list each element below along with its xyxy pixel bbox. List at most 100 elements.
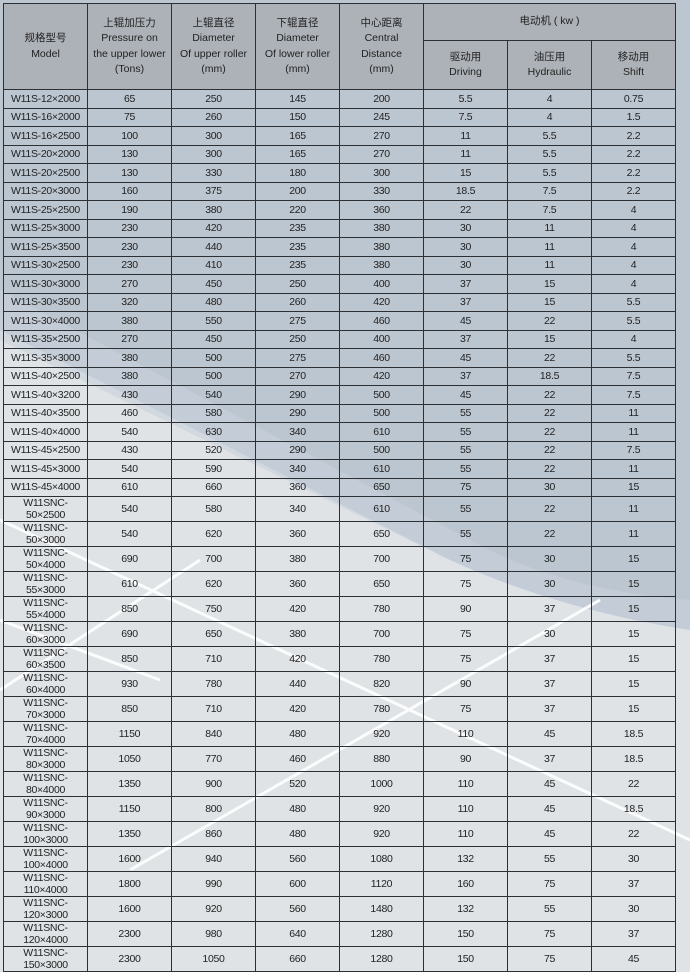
cell-model: W11SNC-60×3500 (3, 646, 88, 672)
table-row: W11SNC-100×4000 1600 940 560 1080 132 55 30 (3, 846, 676, 872)
cell-lower-diameter: 290 (255, 385, 340, 405)
cell-model: W11SNC-90×3000 (3, 796, 88, 822)
cell-driving: 110 (423, 796, 508, 822)
cell-shift: 2.2 (591, 144, 676, 164)
cell-driving: 7.5 (423, 107, 508, 127)
cell-upper-diameter: 500 (171, 348, 256, 368)
cell-pressure: 850 (87, 696, 172, 722)
cell-driving: 150 (423, 946, 508, 972)
cell-model: W11S-25×2500 (3, 200, 88, 220)
label-en: Diameter (276, 32, 319, 44)
cell-pressure: 1600 (87, 846, 172, 872)
cell-shift: 37 (591, 921, 676, 947)
col-header-model: 规格型号 Model (3, 3, 88, 90)
cell-lower-diameter: 360 (255, 571, 340, 597)
cell-model: W11SNC-50×2500 (3, 496, 88, 522)
cell-lower-diameter: 250 (255, 274, 340, 294)
table-row: W11S-45×2500 430 520 290 500 55 22 7.5 (3, 440, 676, 460)
cell-pressure: 230 (87, 255, 172, 275)
cell-center-distance: 920 (339, 821, 424, 847)
cell-hydraulic: 22 (507, 422, 592, 442)
cell-upper-diameter: 800 (171, 796, 256, 822)
cell-driving: 30 (423, 255, 508, 275)
cell-center-distance: 1280 (339, 921, 424, 947)
cell-upper-diameter: 300 (171, 126, 256, 146)
cell-center-distance: 920 (339, 721, 424, 747)
cell-driving: 30 (423, 237, 508, 257)
cell-pressure: 380 (87, 311, 172, 331)
cell-model: W11S-40×3200 (3, 385, 88, 405)
col-header-driving: 驱动用 Driving (423, 40, 508, 90)
cell-shift: 15 (591, 477, 676, 497)
cell-pressure: 130 (87, 163, 172, 183)
cell-upper-diameter: 250 (171, 89, 256, 109)
cell-model: W11S-30×3500 (3, 292, 88, 312)
cell-center-distance: 420 (339, 366, 424, 386)
cell-pressure: 75 (87, 107, 172, 127)
cell-hydraulic: 45 (507, 771, 592, 797)
cell-pressure: 230 (87, 218, 172, 238)
label-unit: (mm) (285, 63, 310, 75)
cell-shift: 7.5 (591, 366, 676, 386)
cell-model: W11S-20×3000 (3, 181, 88, 201)
label-cn: 下辊直径 (276, 16, 319, 29)
label-en: the upper lower (93, 47, 166, 60)
cell-hydraulic: 15 (507, 292, 592, 312)
cell-driving: 37 (423, 292, 508, 312)
cell-pressure: 2300 (87, 946, 172, 972)
cell-lower-diameter: 165 (255, 144, 340, 164)
cell-pressure: 540 (87, 496, 172, 522)
table-row: W11S-30×3500 320 480 260 420 37 15 5.5 (3, 292, 676, 312)
cell-center-distance: 1000 (339, 771, 424, 797)
cell-center-distance: 610 (339, 459, 424, 479)
cell-shift: 11 (591, 521, 676, 547)
cell-hydraulic: 75 (507, 946, 592, 972)
cell-pressure: 610 (87, 571, 172, 597)
table-row: W11S-16×2000 75 260 150 245 7.5 4 1.5 (3, 107, 676, 127)
cell-model: W11S-25×3500 (3, 237, 88, 257)
label-en: Pressure on (101, 32, 158, 44)
table-row: W11SNC-70×4000 1150 840 480 920 110 45 18.5 (3, 721, 676, 747)
spec-table-container: 规格型号 Model 上辊加压力 Pressure on the upper lowe… (3, 3, 676, 972)
cell-upper-diameter: 450 (171, 274, 256, 294)
table-row: W11SNC-60×4000 930 780 440 820 90 37 15 (3, 671, 676, 697)
table-row: W11S-45×4000 610 660 360 650 75 30 15 (3, 477, 676, 497)
cell-hydraulic: 4 (507, 89, 592, 109)
cell-driving: 45 (423, 348, 508, 368)
cell-driving: 22 (423, 200, 508, 220)
cell-pressure: 1350 (87, 771, 172, 797)
cell-center-distance: 360 (339, 200, 424, 220)
cell-shift: 4 (591, 329, 676, 349)
cell-model: W11S-20×2500 (3, 163, 88, 183)
cell-lower-diameter: 275 (255, 348, 340, 368)
cell-center-distance: 270 (339, 126, 424, 146)
cell-lower-diameter: 220 (255, 200, 340, 220)
cell-lower-diameter: 600 (255, 871, 340, 897)
cell-pressure: 690 (87, 621, 172, 647)
cell-upper-diameter: 940 (171, 846, 256, 872)
cell-hydraulic: 22 (507, 311, 592, 331)
cell-shift: 22 (591, 821, 676, 847)
col-header-pressure: 上辊加压力 Pressure on the upper lower (Tons) (87, 3, 172, 90)
cell-pressure: 430 (87, 385, 172, 405)
cell-hydraulic: 37 (507, 596, 592, 622)
label-en: Central (364, 32, 399, 44)
cell-pressure: 160 (87, 181, 172, 201)
cell-driving: 11 (423, 144, 508, 164)
label-cn: 驱动用 (449, 50, 482, 63)
cell-pressure: 460 (87, 403, 172, 423)
cell-shift: 18.5 (591, 721, 676, 747)
cell-lower-diameter: 260 (255, 292, 340, 312)
cell-shift: 4 (591, 237, 676, 257)
label-cn: 上辊直径 (192, 16, 235, 29)
cell-driving: 55 (423, 440, 508, 460)
cell-hydraulic: 75 (507, 871, 592, 897)
cell-center-distance: 650 (339, 521, 424, 547)
cell-model: W11S-35×2500 (3, 329, 88, 349)
cell-model: W11S-40×4000 (3, 422, 88, 442)
table-row: W11SNC-60×3500 850 710 420 780 75 37 15 (3, 646, 676, 672)
cell-pressure: 190 (87, 200, 172, 220)
cell-driving: 30 (423, 218, 508, 238)
cell-model: W11SNC-120×4000 (3, 921, 88, 947)
cell-lower-diameter: 420 (255, 596, 340, 622)
